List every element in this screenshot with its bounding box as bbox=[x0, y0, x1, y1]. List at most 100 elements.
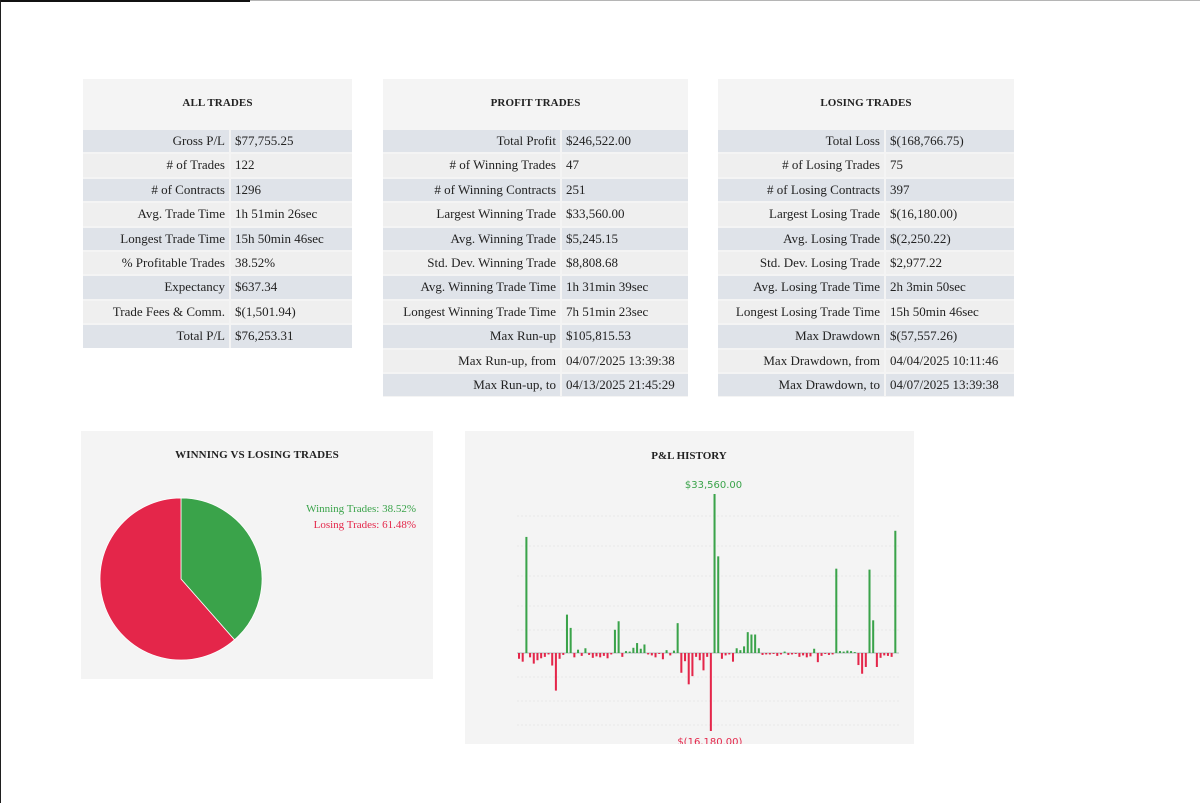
pl-bar-loss bbox=[772, 653, 775, 654]
pl-bar-loss bbox=[521, 653, 524, 662]
pl-bar-loss bbox=[529, 653, 532, 658]
pl-bar-win bbox=[757, 648, 760, 653]
stat-value: 397 bbox=[886, 178, 1014, 202]
pl-bar-loss bbox=[824, 653, 827, 654]
pl-bar-loss bbox=[720, 653, 723, 659]
stat-value: 1296 bbox=[231, 178, 352, 202]
pl-bar-loss bbox=[599, 653, 602, 658]
stat-value: $77,755.25 bbox=[231, 130, 352, 153]
pl-bar-loss bbox=[588, 653, 591, 655]
stat-value: 122 bbox=[231, 154, 352, 177]
stat-value: $2,977.22 bbox=[886, 251, 1014, 275]
all-trades-row: Avg. Trade Time 1h 51min 26sec bbox=[83, 202, 352, 226]
pl-bar-loss bbox=[886, 653, 889, 656]
pl-bar-loss bbox=[602, 653, 605, 656]
pl-bar-win bbox=[850, 651, 853, 653]
pl-bar-loss bbox=[787, 653, 790, 655]
pl-bar-loss bbox=[654, 653, 657, 658]
stat-label: Max Drawdown, to bbox=[718, 373, 884, 397]
losing-trades-title: LOSING TRADES bbox=[820, 97, 912, 109]
stat-label: Max Drawdown, from bbox=[718, 349, 884, 372]
profit-trades-panel: PROFIT TRADES Total Profit $246,522.00 # o… bbox=[383, 79, 688, 397]
stat-label: Total P/L bbox=[83, 325, 229, 348]
pl-bar-loss bbox=[875, 653, 878, 667]
stat-label: Avg. Winning Trade bbox=[383, 227, 560, 250]
stat-label: Trade Fees & Comm. bbox=[83, 300, 229, 324]
stat-value: $105,815.53 bbox=[562, 325, 688, 348]
pl-bar-win bbox=[636, 643, 639, 653]
pl-bar-loss bbox=[706, 653, 709, 657]
pl-bar-loss bbox=[591, 653, 594, 658]
pl-bar-win bbox=[617, 621, 620, 653]
all-trades-row: Total P/L $76,253.31 bbox=[83, 324, 352, 348]
stat-value: 2h 3min 50sec bbox=[886, 276, 1014, 299]
pl-bar-loss bbox=[543, 653, 546, 657]
stat-value: 15h 50min 46sec bbox=[231, 227, 352, 250]
pl-bar-loss bbox=[698, 653, 701, 661]
stat-value: $33,560.00 bbox=[562, 203, 688, 226]
pl-bar-loss bbox=[658, 653, 661, 654]
pl-bar-loss bbox=[540, 653, 543, 659]
pl-bar-loss bbox=[580, 653, 583, 656]
pl-bar-loss bbox=[687, 653, 690, 685]
losing-trades-row: Avg. Losing Trade Time 2h 3min 50sec bbox=[718, 275, 1014, 299]
stat-label: Largest Losing Trade bbox=[718, 203, 884, 226]
pl-bar-loss bbox=[647, 653, 650, 655]
pl-bar-loss bbox=[728, 653, 731, 655]
min-value-label: $(16,180.00) bbox=[677, 737, 742, 744]
pl-bar-loss bbox=[554, 653, 557, 691]
stat-value: 04/07/2025 13:39:38 bbox=[886, 373, 1014, 397]
all-trades-title: ALL TRADES bbox=[182, 97, 253, 109]
pl-bar-loss bbox=[595, 653, 598, 657]
pl-bar-loss bbox=[805, 653, 808, 658]
profit-trades-title: PROFIT TRADES bbox=[490, 97, 581, 109]
pl-bar-win bbox=[743, 646, 746, 653]
losing-trades-row: # of Losing Contracts 397 bbox=[718, 178, 1014, 202]
stat-value: 04/07/2025 13:39:38 bbox=[562, 349, 688, 372]
all-trades-row: # of Trades 122 bbox=[83, 153, 352, 177]
profit-trades-row: Max Run-up, from 04/07/2025 13:39:38 bbox=[383, 349, 688, 373]
pl-bar-loss bbox=[558, 653, 561, 659]
pl-bar-win bbox=[639, 648, 642, 653]
pl-bar-win bbox=[754, 634, 757, 653]
pl-bar-loss bbox=[684, 653, 687, 662]
losing-trades-stats: Total Loss $(168,766.75) # of Losing Trade… bbox=[718, 129, 1014, 397]
stat-value: $(1,501.94) bbox=[231, 300, 352, 324]
stat-value: 7h 51min 23sec bbox=[562, 300, 688, 324]
losing-trades-row: Max Drawdown $(57,557.26) bbox=[718, 324, 1014, 348]
stat-label: Total Loss bbox=[718, 130, 884, 153]
all-trades-row: # of Contracts 1296 bbox=[83, 178, 352, 202]
stat-value: 38.52% bbox=[231, 251, 352, 275]
losing-trades-panel: LOSING TRADES Total Loss $(168,766.75) # o… bbox=[718, 79, 1014, 397]
stat-value: 75 bbox=[886, 154, 1014, 177]
stat-value: $(168,766.75) bbox=[886, 130, 1014, 153]
stat-label: Max Run-up bbox=[383, 325, 560, 348]
pl-bar-win bbox=[872, 620, 875, 653]
losing-trades-row: Std. Dev. Losing Trade $2,977.22 bbox=[718, 251, 1014, 275]
profit-trades-row: Std. Dev. Winning Trade $8,808.68 bbox=[383, 251, 688, 275]
stat-label: Total Profit bbox=[383, 130, 560, 153]
pl-bar-loss bbox=[669, 653, 672, 656]
stat-value: $(16,180.00) bbox=[886, 203, 1014, 226]
pl-bar-win bbox=[868, 569, 871, 653]
stat-label: # of Winning Contracts bbox=[383, 178, 560, 202]
pl-bar-loss bbox=[573, 653, 576, 658]
all-trades-stats: Gross P/L $77,755.25 # of Trades 122 # of Co… bbox=[83, 129, 352, 349]
pl-bar-win bbox=[676, 623, 679, 653]
profit-trades-row: Avg. Winning Trade $5,245.15 bbox=[383, 227, 688, 251]
stat-value: 04/04/2025 10:11:46 bbox=[886, 349, 1014, 372]
pl-bar-loss bbox=[691, 653, 694, 677]
stat-label: Max Drawdown bbox=[718, 325, 884, 348]
pl-bar-win bbox=[750, 634, 753, 653]
pl-bar-loss bbox=[661, 653, 664, 660]
stat-value: 251 bbox=[562, 178, 688, 202]
stat-label: Avg. Trade Time bbox=[83, 203, 229, 226]
stat-label: Longest Winning Trade Time bbox=[383, 300, 560, 324]
profit-trades-row: Longest Winning Trade Time 7h 51min 23sec bbox=[383, 300, 688, 324]
profit-trades-row: # of Winning Trades 47 bbox=[383, 153, 688, 177]
pl-bar-loss bbox=[802, 653, 805, 656]
stat-label: Longest Losing Trade Time bbox=[718, 300, 884, 324]
stat-label: Max Run-up, from bbox=[383, 349, 560, 372]
pl-bar-loss bbox=[702, 653, 705, 671]
stat-label: # of Losing Contracts bbox=[718, 178, 884, 202]
